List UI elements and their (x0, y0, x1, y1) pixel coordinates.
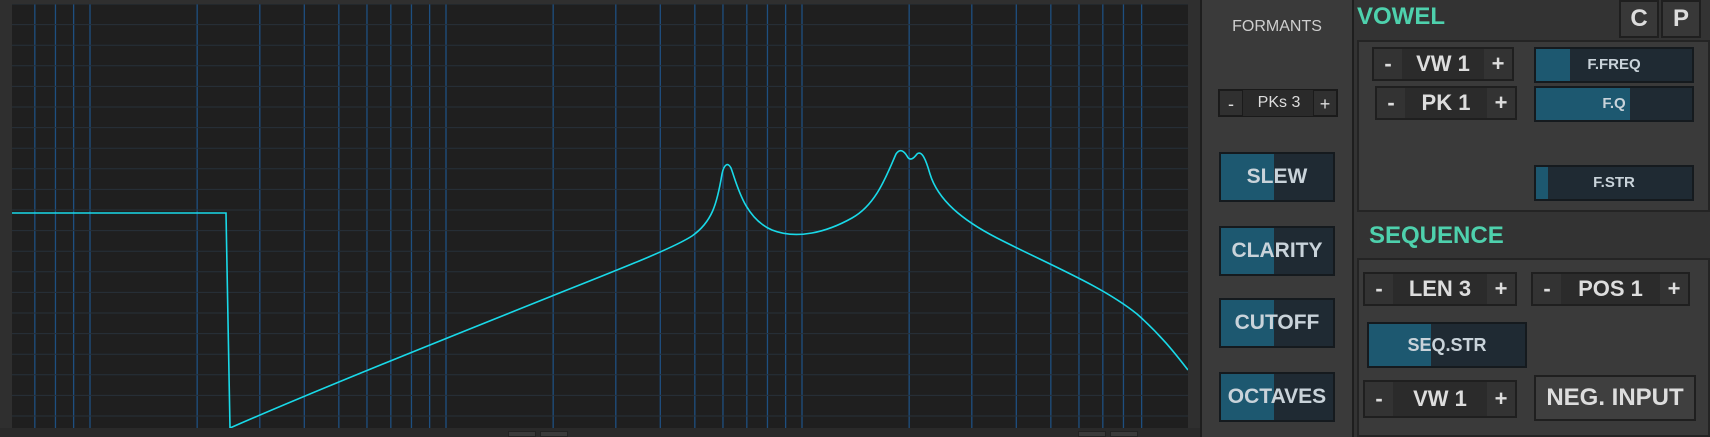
formant-q-label: F.Q (1602, 95, 1626, 112)
position-increment-button[interactable]: + (1660, 274, 1688, 304)
position-decrement-button[interactable]: - (1533, 274, 1561, 304)
formant-q-fill (1536, 88, 1630, 120)
graph-grid-vertical (34, 4, 1143, 428)
graph-zoom-handle-left[interactable] (1078, 431, 1106, 437)
length-value: LEN 3 (1408, 276, 1472, 301)
frequency-response-panel (0, 4, 1200, 437)
peak-increment-button[interactable]: + (1487, 88, 1515, 118)
graph-scroll-handle-right[interactable] (540, 431, 568, 437)
sequence-vowel-stepper: - VW 1 + (1363, 380, 1517, 418)
cutoff-slider[interactable]: CUTOFF (1219, 298, 1335, 348)
paste-button[interactable]: P (1661, 0, 1701, 38)
sequence-title: SEQUENCE (1369, 222, 1504, 249)
octaves-slider-label: OCTAVES (1227, 385, 1327, 408)
formant-strength-slider[interactable]: F.STR (1534, 165, 1694, 201)
peak-select-stepper: - PK 1 + (1375, 86, 1517, 120)
frequency-response-svg (12, 4, 1188, 428)
formant-q-slider[interactable]: F.Q (1534, 86, 1694, 122)
formant-strength-label: F.STR (1593, 174, 1635, 191)
length-decrement-button[interactable]: - (1365, 274, 1393, 304)
slew-slider-fill (1221, 154, 1274, 200)
length-increment-button[interactable]: + (1487, 274, 1515, 304)
sequence-vowel-value: VW 1 (1413, 386, 1467, 411)
cutoff-slider-fill (1221, 300, 1274, 346)
peaks-stepper: - PKs 3 + (1218, 89, 1338, 117)
sequence-strength-fill (1369, 324, 1432, 366)
cutoff-slider-label: CUTOFF (1234, 311, 1320, 334)
vowel-value: VW 1 (1416, 51, 1470, 76)
clarity-slider[interactable]: CLARITY (1219, 226, 1335, 276)
formants-panel: FORMANTS - PKs 3 + SLEW CLARITY CUTOFF O… (1200, 0, 1354, 437)
copy-button[interactable]: C (1619, 0, 1659, 38)
position-stepper: - POS 1 + (1531, 272, 1690, 306)
octaves-slider[interactable]: OCTAVES (1219, 372, 1335, 422)
graph-grid-horizontal (12, 4, 1188, 417)
formant-frequency-label: F.FREQ (1587, 56, 1641, 73)
slew-slider[interactable]: SLEW (1219, 152, 1335, 202)
peak-value: PK 1 (1421, 90, 1471, 115)
sequence-strength-slider[interactable]: SEQ.STR (1367, 322, 1527, 368)
peaks-value: PKs 3 (1257, 94, 1301, 111)
clarity-slider-fill (1221, 228, 1274, 274)
sequence-strength-label: SEQ.STR (1407, 335, 1487, 355)
vowel-decrement-button[interactable]: - (1374, 49, 1402, 79)
sequence-vowel-decrement-button[interactable]: - (1365, 382, 1393, 416)
frequency-response-graph[interactable] (12, 4, 1188, 428)
octaves-slider-fill (1221, 374, 1274, 420)
negative-input-button[interactable]: NEG. INPUT (1534, 375, 1696, 421)
peaks-decrement-button[interactable]: - (1219, 90, 1243, 116)
vowel-title: VOWEL (1357, 3, 1445, 30)
graph-scroll-handle-left[interactable] (508, 431, 536, 437)
slew-slider-label: SLEW (1246, 165, 1308, 188)
formant-strength-fill (1536, 167, 1549, 199)
vowel-increment-button[interactable]: + (1484, 49, 1512, 79)
vowel-sequence-panel: VOWEL C P - VW 1 + - PK 1 + F.FREQ F.Q F… (1354, 0, 1710, 437)
peak-decrement-button[interactable]: - (1377, 88, 1405, 118)
formant-frequency-fill (1536, 49, 1571, 81)
formant-frequency-slider[interactable]: F.FREQ (1534, 47, 1694, 83)
response-curve (12, 149, 1188, 428)
graph-zoom-handle-right[interactable] (1110, 431, 1138, 437)
formants-title: FORMANTS (1232, 18, 1322, 35)
position-value: POS 1 (1578, 276, 1643, 301)
clarity-slider-label: CLARITY (1231, 239, 1323, 262)
peaks-increment-button[interactable]: + (1313, 90, 1337, 116)
sequence-vowel-increment-button[interactable]: + (1487, 382, 1515, 416)
vowel-select-stepper: - VW 1 + (1372, 47, 1514, 81)
length-stepper: - LEN 3 + (1363, 272, 1517, 306)
graph-bottom-strip (0, 428, 1200, 437)
